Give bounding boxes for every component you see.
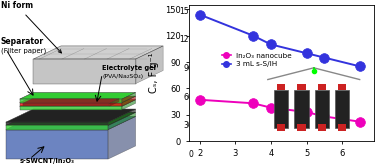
Polygon shape — [23, 99, 119, 103]
Bar — [315, 90, 329, 128]
Bar — [294, 90, 308, 128]
Text: 60: 60 — [184, 92, 194, 102]
Polygon shape — [108, 109, 136, 125]
Bar — [277, 84, 285, 90]
Polygon shape — [20, 100, 136, 106]
Bar — [274, 90, 288, 128]
Text: 90: 90 — [184, 64, 194, 73]
Bar — [277, 124, 285, 131]
Text: Ni form: Ni form — [1, 1, 62, 53]
Polygon shape — [6, 130, 108, 159]
Bar — [297, 84, 305, 90]
Bar — [335, 90, 349, 128]
Text: (PVA/Na₂SO₄): (PVA/Na₂SO₄) — [102, 74, 143, 79]
Text: 150: 150 — [179, 7, 194, 16]
Polygon shape — [20, 92, 136, 99]
Bar — [297, 124, 305, 131]
Polygon shape — [122, 92, 136, 103]
Text: Separator: Separator — [1, 37, 44, 46]
Polygon shape — [20, 103, 122, 106]
Polygon shape — [20, 96, 136, 103]
Text: s-SWCNT/In₂O₃: s-SWCNT/In₂O₃ — [20, 158, 75, 164]
Polygon shape — [6, 112, 136, 125]
Polygon shape — [6, 109, 136, 122]
Polygon shape — [20, 106, 122, 110]
Polygon shape — [33, 59, 136, 84]
Text: 120: 120 — [179, 35, 194, 44]
Polygon shape — [6, 125, 108, 130]
Polygon shape — [110, 99, 119, 106]
Text: 0: 0 — [189, 150, 194, 159]
Bar — [318, 124, 326, 131]
Bar — [318, 84, 326, 90]
Legend: In₂O₃ nanocube, 3 mL s-S/IH: In₂O₃ nanocube, 3 mL s-S/IH — [221, 52, 293, 68]
Polygon shape — [136, 46, 163, 84]
Polygon shape — [122, 100, 136, 110]
Text: 30: 30 — [184, 121, 194, 130]
Polygon shape — [108, 116, 136, 159]
Bar — [338, 124, 346, 131]
Polygon shape — [23, 103, 110, 106]
Polygon shape — [122, 96, 136, 106]
Y-axis label: Cₛ, F g⁻¹: Cₛ, F g⁻¹ — [149, 53, 160, 93]
Polygon shape — [108, 112, 136, 130]
Polygon shape — [33, 46, 163, 59]
Text: (Filter paper): (Filter paper) — [1, 48, 46, 54]
Polygon shape — [6, 116, 136, 130]
Polygon shape — [6, 122, 108, 125]
Polygon shape — [20, 99, 122, 103]
Text: Electrolyte gel: Electrolyte gel — [102, 64, 156, 71]
Bar — [338, 84, 346, 90]
